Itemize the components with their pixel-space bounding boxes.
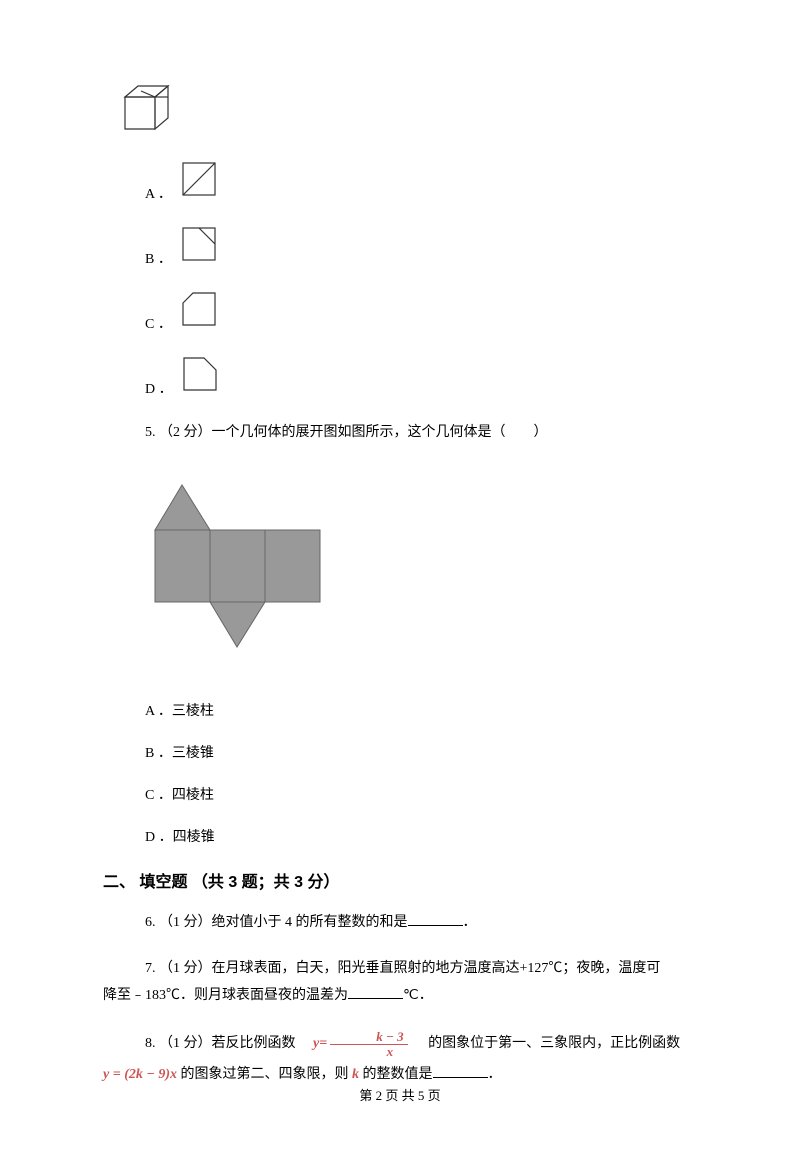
question-5: 5. （2 分）一个几何体的展开图如图所示，这个几何体是（ ）	[145, 420, 705, 447]
q8-k: k	[352, 1067, 359, 1082]
q5-option-a: A ．三棱柱	[145, 700, 705, 720]
q5-option-d: D ．四棱锥	[145, 826, 705, 846]
section-2-header: 二、 填空题 （共 3 题；共 3 分）	[103, 868, 705, 892]
q8-p4: 的整数值是	[363, 1067, 433, 1082]
q8-f1-eq: =	[319, 1036, 327, 1051]
option-label: C ．	[145, 788, 172, 803]
q8-formula2: y = (2k − 9)x	[103, 1067, 177, 1082]
q5-option-c: C ．四棱柱	[145, 784, 705, 804]
option-label: D ．	[145, 378, 173, 398]
question-8: 8. （1 分）若反比例函数 y=k − 3x 的图象位于第一、三象限内，正比例…	[103, 1029, 705, 1091]
q6-blank	[408, 912, 463, 926]
option-label: A ．	[145, 704, 172, 719]
q8-suffix: ．	[488, 1067, 502, 1082]
option-text: 四棱柱	[172, 788, 214, 803]
page-footer: 第 2 页 共 5 页	[0, 1085, 800, 1104]
q5-text: 5. （2 分）一个几何体的展开图如图所示，这个几何体是（ ）	[145, 425, 548, 440]
option-label: A ．	[145, 183, 172, 203]
option-text: 三棱柱	[172, 704, 214, 719]
q7-blank	[348, 985, 403, 999]
question-6: 6. （1 分）绝对值小于 4 的所有整数的和是 ．	[145, 910, 705, 937]
option-b: B ．	[145, 225, 705, 268]
cube-diagram	[113, 80, 705, 140]
option-shape	[181, 355, 219, 398]
option-label: B ．	[145, 746, 172, 761]
q8-f1-den: x	[330, 1045, 407, 1059]
option-shape	[180, 225, 218, 268]
q8-formula1: y=k − 3x	[313, 1036, 414, 1051]
option-d: D ．	[145, 355, 705, 398]
q6-suffix: ．	[463, 915, 477, 930]
q7-line1: 7. （1 分）在月球表面，白天，阳光垂直照射的地方温度高达+127℃；夜晚，温…	[145, 961, 660, 976]
footer-text: 第 2 页 共 5 页	[359, 1088, 440, 1103]
q7-line2-pre: 降至﹣183℃．则月球表面昼夜的温差为	[103, 988, 348, 1003]
q8-p2: 的图象位于第一、三象限内，正比例函数	[414, 1036, 680, 1051]
question-7: 7. （1 分）在月球表面，白天，阳光垂直照射的地方温度高达+127℃；夜晚，温…	[103, 956, 705, 1009]
q8-f1-num: k − 3	[330, 1030, 407, 1045]
q6-prefix: 6. （1 分）绝对值小于 4 的所有整数的和是	[145, 915, 408, 930]
option-text: 三棱锥	[172, 746, 214, 761]
option-label: D ．	[145, 830, 173, 845]
q8-p3: 的图象过第二、四象限，则	[181, 1067, 353, 1082]
section-2-title: 二、 填空题 （共 3 题；共 3 分）	[103, 874, 339, 891]
option-label: C ．	[145, 313, 172, 333]
option-c: C ．	[145, 290, 705, 333]
option-shape	[180, 290, 218, 333]
option-a: A ．	[145, 160, 705, 203]
option-shape	[180, 160, 218, 203]
net-diagram	[135, 465, 705, 670]
option-label: B ．	[145, 248, 172, 268]
option-text: 四棱锥	[173, 830, 215, 845]
q5-option-b: B ．三棱锥	[145, 742, 705, 762]
q8-blank	[433, 1064, 488, 1078]
q8-p1: 8. （1 分）若反比例函数	[145, 1036, 310, 1051]
q7-line2-post: ℃．	[403, 988, 433, 1003]
